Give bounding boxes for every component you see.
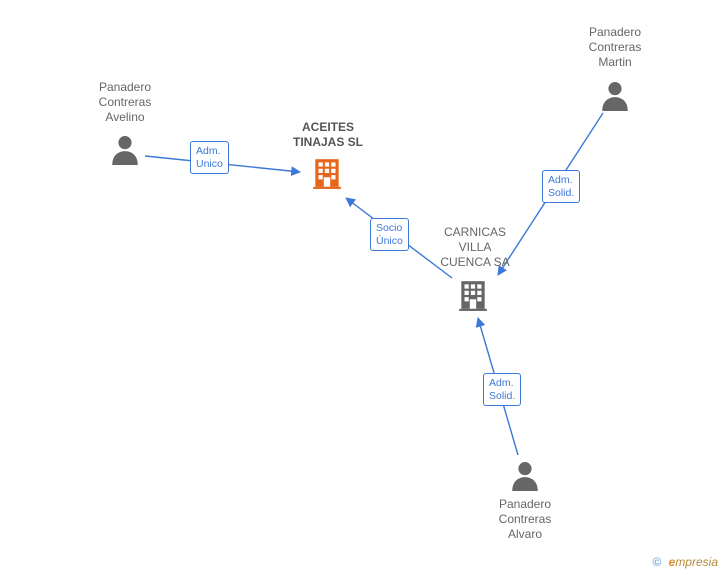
edge-label-martin-carnicas: Adm. Solid. — [542, 170, 580, 203]
node-label-aceites: ACEITES TINAJAS SL — [278, 120, 378, 150]
person-icon-martin — [598, 78, 632, 117]
building-icon-aceites — [310, 156, 344, 195]
building-icon-carnicas — [456, 278, 490, 317]
copyright-symbol: © — [652, 555, 661, 569]
node-label-avelino: Panadero Contreras Avelino — [85, 80, 165, 125]
diagram-canvas: Panadero Contreras Avelino Panadero Cont… — [0, 0, 728, 575]
brand-name: empresia — [669, 555, 718, 569]
node-label-martin: Panadero Contreras Martin — [575, 25, 655, 70]
edge-label-alvaro-carnicas: Adm. Solid. — [483, 373, 521, 406]
person-icon-alvaro — [508, 458, 542, 497]
edge-label-carnicas-aceites: Socio Único — [370, 218, 409, 251]
node-label-carnicas: CARNICAS VILLA CUENCA SA — [430, 225, 520, 270]
edge-label-avelino-aceites: Adm. Unico — [190, 141, 229, 174]
person-icon-avelino — [108, 132, 142, 171]
footer: © empresia — [652, 555, 718, 569]
node-label-alvaro: Panadero Contreras Alvaro — [485, 497, 565, 542]
